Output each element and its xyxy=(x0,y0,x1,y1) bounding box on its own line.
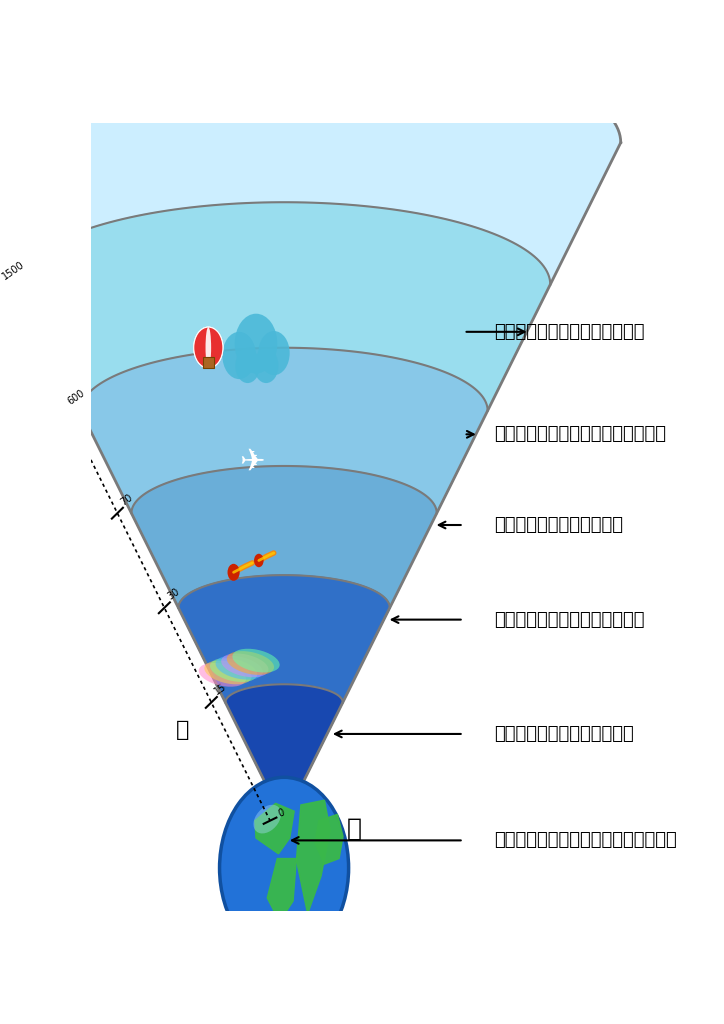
Polygon shape xyxy=(255,804,294,854)
Polygon shape xyxy=(267,858,296,922)
Ellipse shape xyxy=(227,651,274,675)
Ellipse shape xyxy=(206,327,211,368)
Ellipse shape xyxy=(232,649,279,673)
Ellipse shape xyxy=(253,805,281,834)
Circle shape xyxy=(258,331,290,375)
Text: থার্মোস্ফিয়ার: থার্মোস্ফিয়ার xyxy=(494,610,645,629)
Circle shape xyxy=(235,348,260,383)
Text: 30: 30 xyxy=(166,587,182,602)
Text: 70: 70 xyxy=(119,492,135,507)
Text: 0: 0 xyxy=(277,807,286,818)
Ellipse shape xyxy=(198,663,246,687)
Circle shape xyxy=(222,332,256,379)
Polygon shape xyxy=(178,575,390,702)
Polygon shape xyxy=(296,800,330,913)
Polygon shape xyxy=(225,684,342,820)
Text: 15: 15 xyxy=(213,681,229,696)
Circle shape xyxy=(254,348,279,383)
Polygon shape xyxy=(18,202,550,411)
Text: স্ট্রাতোস্ফিয়ার: স্ট্রাতোস্ফিয়ার xyxy=(494,425,667,443)
Polygon shape xyxy=(315,814,343,864)
Text: ট্রেপোস্ফিয়ার: ট্রেপোস্ফিয়ার xyxy=(494,323,645,341)
Circle shape xyxy=(219,777,349,958)
Text: 🛰️: 🛰️ xyxy=(177,720,190,740)
Text: 🛰️: 🛰️ xyxy=(347,816,362,841)
Polygon shape xyxy=(80,348,488,513)
Polygon shape xyxy=(132,466,437,608)
Ellipse shape xyxy=(216,655,263,680)
Circle shape xyxy=(194,327,223,368)
Text: 1500: 1500 xyxy=(0,260,26,283)
Circle shape xyxy=(254,554,264,567)
Circle shape xyxy=(235,313,277,374)
FancyBboxPatch shape xyxy=(203,357,214,368)
Ellipse shape xyxy=(221,653,269,677)
Circle shape xyxy=(227,564,240,581)
Text: ✈: ✈ xyxy=(240,447,265,476)
Text: ম্যাগনেটোস্ফিয়ার: ম্যাগনেটোস্ফিয়ার xyxy=(494,831,677,849)
Polygon shape xyxy=(251,927,318,950)
Text: এক্সোস্ফিয়ার: এক্সোস্ফিয়ার xyxy=(494,725,634,743)
Polygon shape xyxy=(0,39,620,285)
Ellipse shape xyxy=(210,658,257,682)
Ellipse shape xyxy=(204,660,252,684)
Text: 600: 600 xyxy=(65,388,86,407)
Circle shape xyxy=(194,327,223,368)
Text: মেসোস্ফিয়ার: মেসোস্ফিয়ার xyxy=(494,516,623,534)
